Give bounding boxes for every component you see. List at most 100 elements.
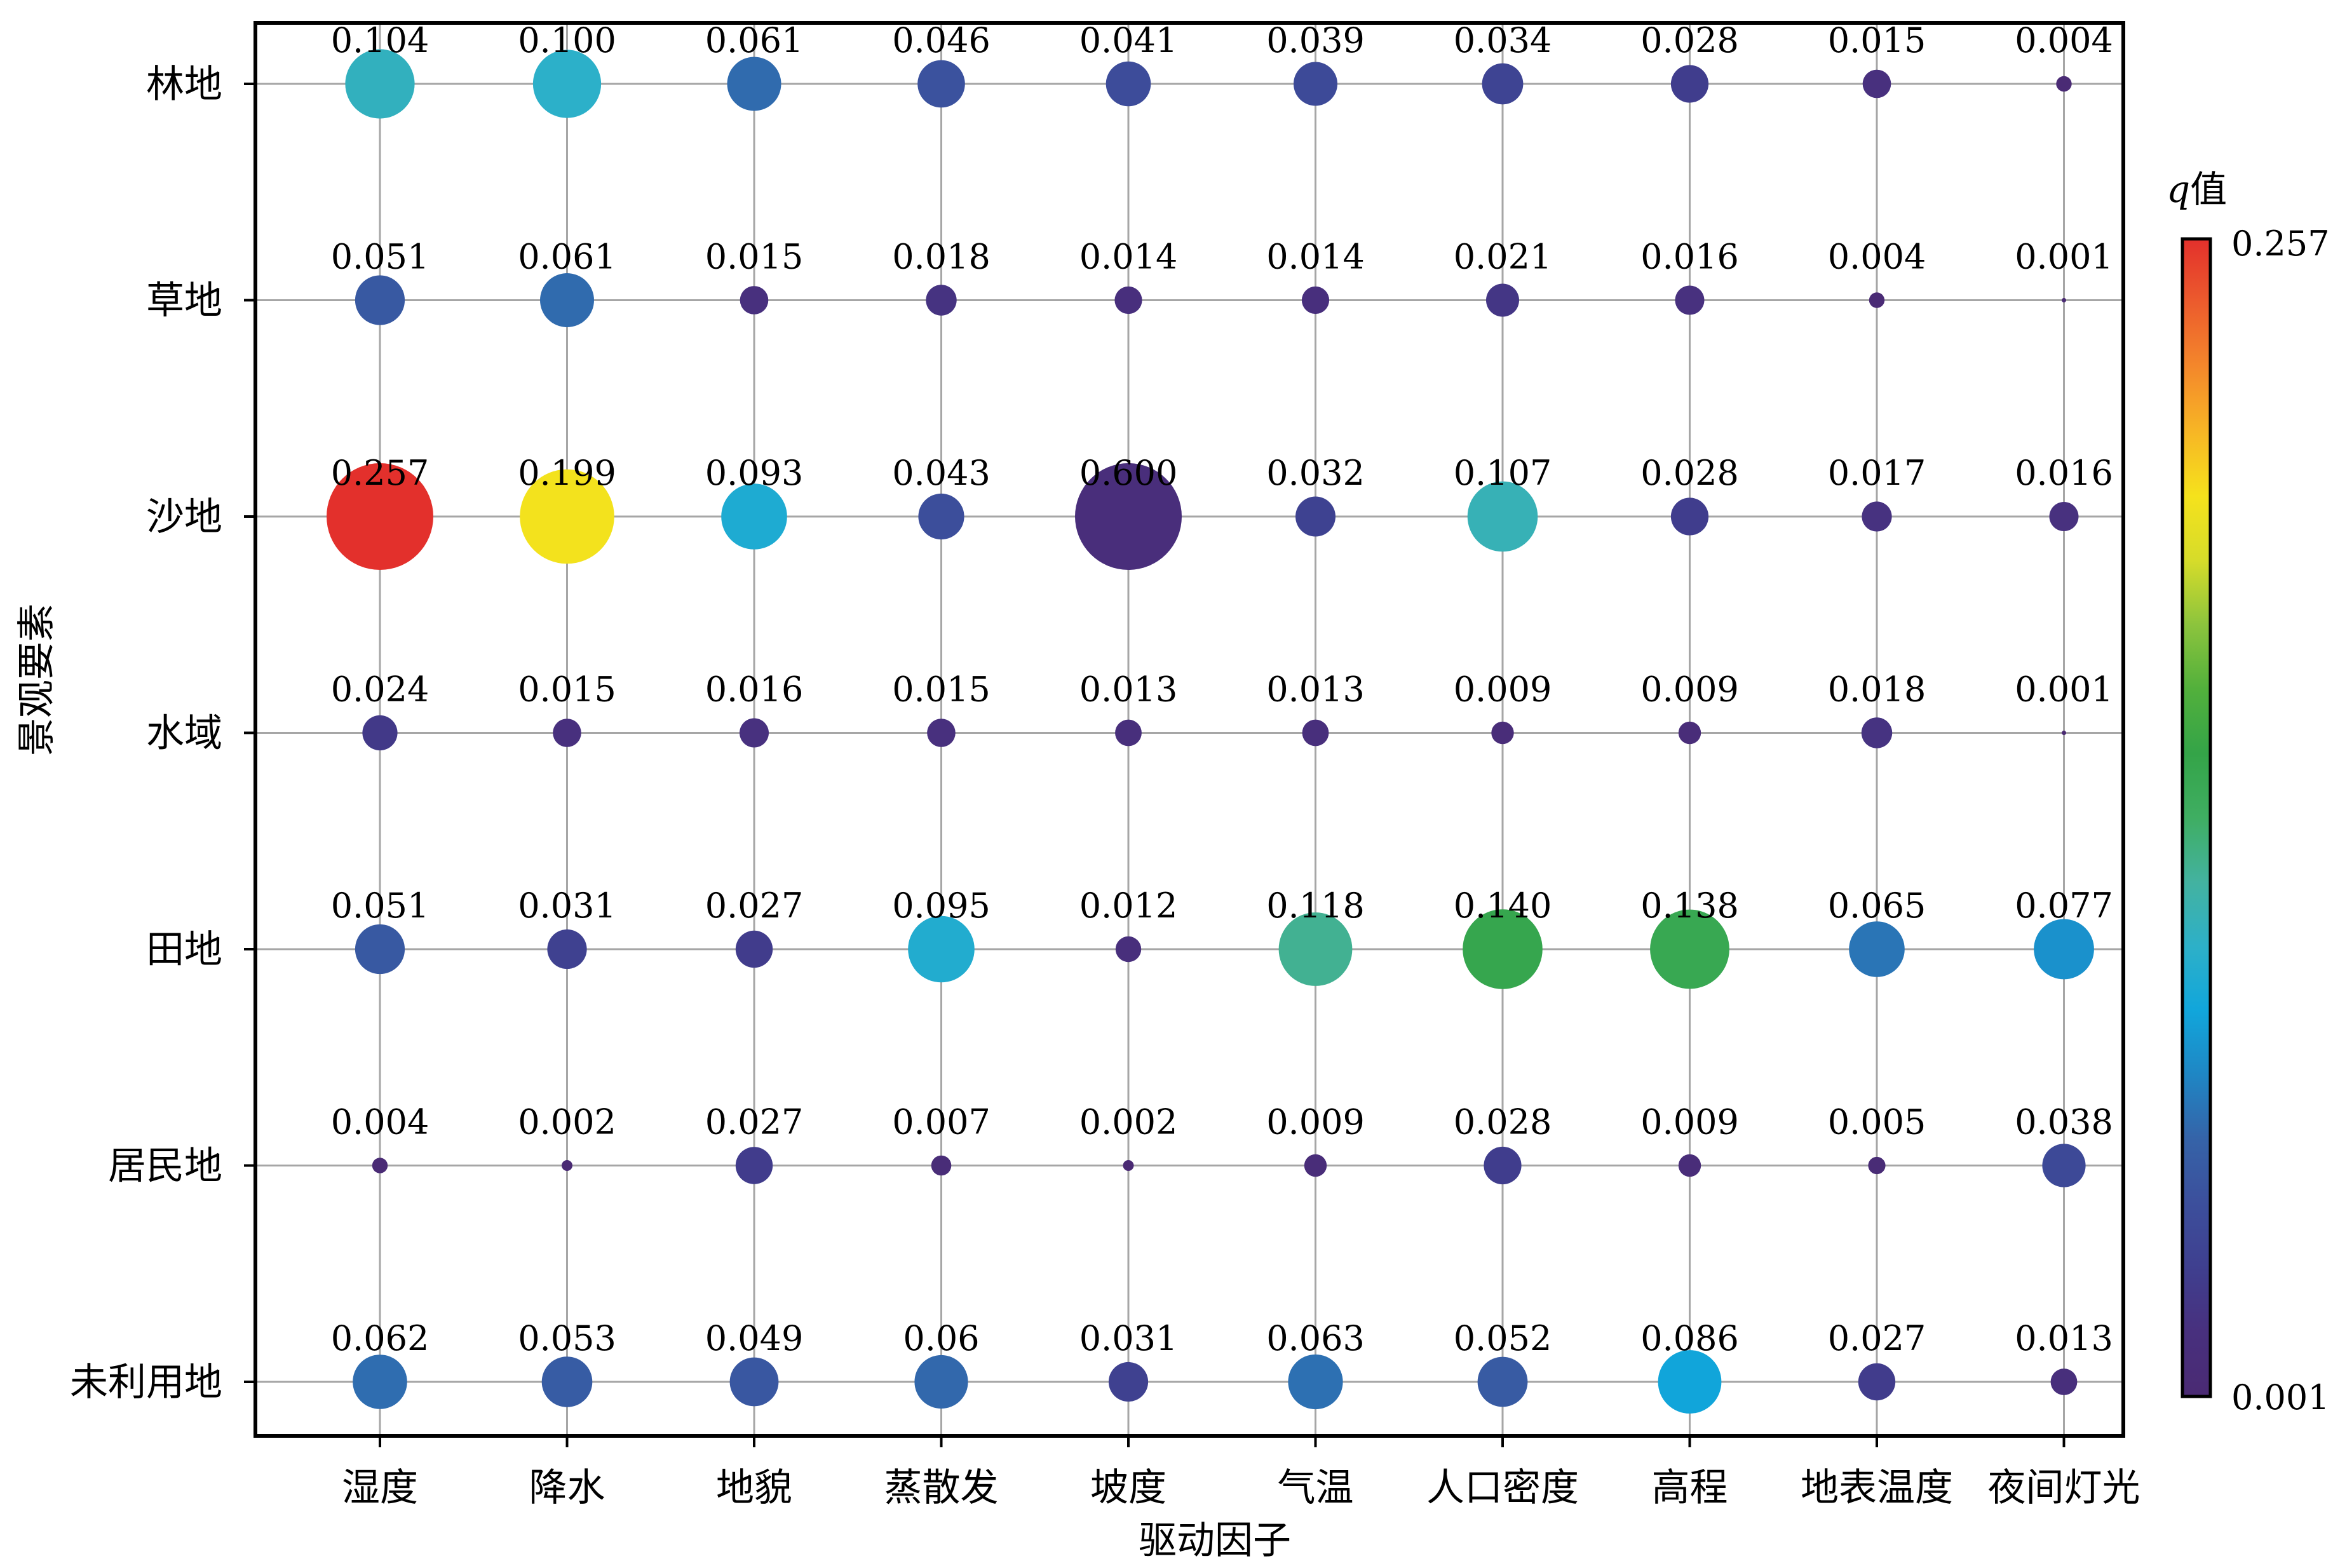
data-label: 0.016 (1640, 237, 1739, 277)
bubble (908, 916, 975, 983)
data-label: 0.007 (892, 1102, 991, 1142)
bubble (927, 719, 956, 747)
colorbar: q值 0.257 0.001 (2167, 168, 2330, 1417)
data-label: 0.015 (705, 237, 804, 277)
bubble (1123, 1160, 1134, 1171)
data-label: 0.014 (1079, 237, 1178, 277)
bubble (1108, 1362, 1149, 1402)
data-label: 0.002 (518, 1102, 616, 1142)
data-label: 0.028 (1640, 20, 1739, 60)
bubble (1295, 496, 1336, 537)
bubble (721, 483, 787, 550)
bubble (547, 929, 587, 970)
bubble (1075, 463, 1182, 570)
data-label: 0.086 (1640, 1318, 1739, 1358)
data-label: 0.041 (1079, 20, 1178, 60)
data-label: 0.600 (1079, 453, 1178, 493)
bubble (735, 930, 773, 968)
data-label: 0.018 (1828, 670, 1926, 710)
data-label: 0.017 (1828, 453, 1926, 493)
data-label: 0.062 (331, 1318, 429, 1358)
data-label: 0.027 (705, 1102, 804, 1142)
data-label: 0.063 (1266, 1318, 1365, 1358)
bubble (355, 275, 405, 325)
bubble (1849, 921, 1905, 977)
bubble (729, 1357, 779, 1407)
data-label: 0.257 (331, 453, 429, 493)
data-label: 0.028 (1640, 453, 1739, 493)
y-tick-label: 居民地 (108, 1144, 222, 1189)
data-label: 0.016 (2015, 453, 2113, 493)
bubble (2056, 76, 2072, 92)
data-label: 0.015 (1828, 20, 1926, 60)
data-label: 0.065 (1828, 886, 1926, 926)
data-label: 0.009 (1266, 1102, 1365, 1142)
bubble (931, 1155, 952, 1176)
bubble (926, 285, 957, 316)
bubble (917, 60, 965, 108)
bubble (1484, 1146, 1522, 1185)
bubble (2062, 298, 2066, 302)
data-label: 0.077 (2015, 886, 2113, 926)
data-label: 0.031 (518, 886, 616, 926)
bubble (735, 1147, 773, 1184)
bubble (1294, 62, 1337, 106)
data-label: 0.093 (705, 453, 804, 493)
bubble (740, 718, 769, 748)
y-tick-label: 未利用地 (70, 1360, 222, 1405)
x-axis-label: 驱动因子 (1139, 1518, 1291, 1563)
bubble (1650, 909, 1729, 989)
bubble (562, 1160, 572, 1171)
x-tick-label: 夜间灯光 (1988, 1466, 2140, 1510)
bubble (2050, 1369, 2078, 1395)
bubble (2042, 1144, 2086, 1187)
data-label: 0.027 (705, 886, 804, 926)
colorbar-gradient (2181, 237, 2212, 1398)
data-label: 0.049 (705, 1318, 804, 1358)
data-label: 0.118 (1266, 886, 1365, 926)
data-label: 0.046 (892, 20, 991, 60)
data-label: 0.061 (518, 237, 616, 277)
y-tick-label: 沙地 (146, 495, 222, 539)
bubble (918, 493, 964, 540)
data-label: 0.061 (705, 20, 804, 60)
bubble (1278, 912, 1353, 986)
bubble (2034, 919, 2094, 980)
bubble (353, 1355, 407, 1409)
data-label: 0.104 (331, 20, 429, 60)
colorbar-title: q值 (2167, 168, 2227, 211)
data-labels: 0.104 0.100 0.061 0.046 0.041 0.039 0.034 0.028… (331, 20, 2113, 1358)
grid-lines (255, 23, 2123, 1436)
axis-ticks (244, 83, 2066, 1447)
data-label: 0.021 (1454, 237, 1552, 277)
data-label: 0.038 (2015, 1102, 2113, 1142)
colorbar-max-label: 0.257 (2231, 224, 2330, 264)
data-label: 0.013 (2015, 1318, 2113, 1358)
bubble (532, 50, 602, 118)
data-label: 0.001 (2015, 237, 2113, 277)
x-tick-label: 坡度 (1090, 1466, 1166, 1510)
data-label: 0.002 (1079, 1102, 1178, 1142)
data-label: 0.004 (1828, 237, 1926, 277)
data-label: 0.027 (1828, 1318, 1926, 1358)
bubble (1486, 283, 1519, 317)
data-label: 0.009 (1454, 670, 1552, 710)
data-label: 0.009 (1640, 670, 1739, 710)
bubble (345, 49, 415, 119)
x-tick-labels: 湿度 降水 地貌 蒸散发 坡度 气温 人口密度 高程 地表温度 夜间灯光 (342, 1466, 2140, 1510)
bubble (1463, 909, 1543, 989)
bubble (327, 463, 433, 570)
bubble (2062, 731, 2066, 735)
data-label: 0.039 (1266, 20, 1365, 60)
x-tick-label: 降水 (529, 1466, 605, 1510)
data-label: 0.004 (2015, 20, 2113, 60)
bubble (355, 924, 405, 975)
bubble (1115, 936, 1142, 963)
data-label: 0.016 (705, 670, 804, 710)
bubble (740, 286, 769, 314)
data-label: 0.031 (1079, 1318, 1178, 1358)
bubble (914, 1355, 968, 1409)
bubble (1678, 721, 1701, 745)
data-label: 0.012 (1079, 886, 1178, 926)
